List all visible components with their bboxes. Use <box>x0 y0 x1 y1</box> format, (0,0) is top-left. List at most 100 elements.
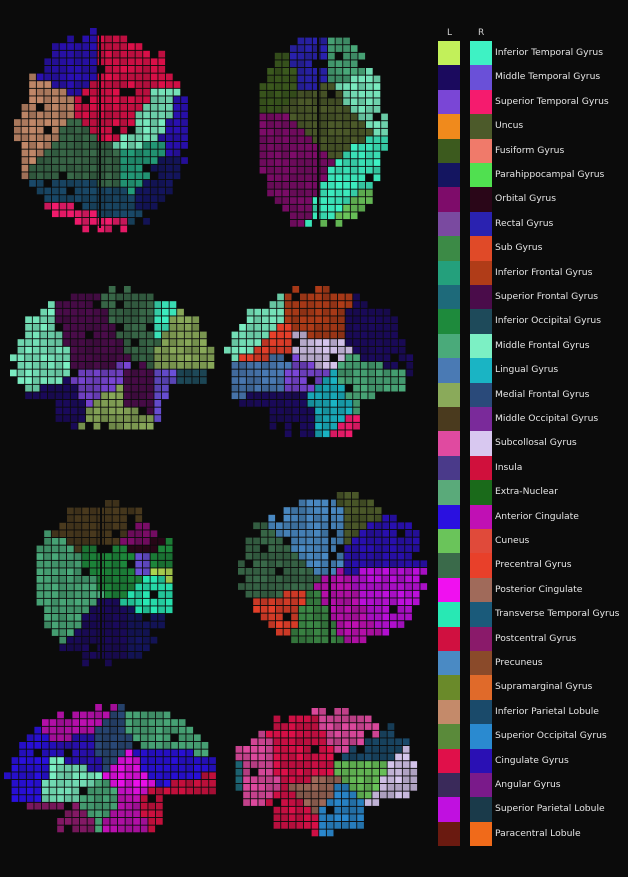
right-hemisphere-swatch <box>470 236 492 261</box>
region-label: Inferior Occipital Gyrus <box>495 315 601 327</box>
left-hemisphere-swatch <box>438 504 460 529</box>
right-hemisphere-swatch <box>470 748 492 773</box>
region-label: Superior Occipital Gyrus <box>495 730 607 742</box>
region-label: Middle Frontal Gyrus <box>495 339 590 351</box>
legend-row: Extra-Nuclear <box>438 480 628 505</box>
region-label: Precuneus <box>495 657 543 668</box>
legend-row: Subcollosal Gyrus <box>438 431 628 456</box>
legend-row: Postcentral Gyrus <box>438 626 628 651</box>
left-hemisphere-swatch <box>438 480 460 505</box>
right-hemisphere-swatch <box>470 797 492 822</box>
region-label: Angular Gyrus <box>495 779 561 790</box>
right-hemisphere-swatch <box>470 773 492 798</box>
left-hemisphere-swatch <box>438 797 460 822</box>
right-hemisphere-swatch <box>470 480 492 505</box>
legend-row: Orbital Gyrus <box>438 187 628 212</box>
region-label: Inferior Parietal Lobule <box>495 705 599 717</box>
region-label: Orbital Gyrus <box>495 193 557 205</box>
left-hemisphere-swatch <box>438 407 460 432</box>
right-hemisphere-swatch <box>470 626 492 651</box>
region-label: Cuneus <box>495 535 530 546</box>
legend-row: Superior Parietal Lobule <box>438 797 628 822</box>
legend-header-left: L <box>447 28 453 38</box>
legend-row: Inferior Parietal Lobule <box>438 699 628 725</box>
left-hemisphere-swatch <box>438 65 460 90</box>
left-hemisphere-swatch <box>438 236 460 261</box>
region-label: Insula <box>495 461 523 473</box>
anterior-view <box>36 500 173 667</box>
left-hemisphere-swatch <box>438 651 460 676</box>
right-hemisphere-swatch <box>470 529 492 554</box>
left-hemisphere-swatch <box>438 431 460 456</box>
region-label: Superior Parietal Lobule <box>495 803 605 815</box>
region-label: Subcollosal Gyrus <box>495 437 577 449</box>
legend-row: Insula <box>438 455 628 481</box>
axial-bottom-view <box>259 30 388 227</box>
region-label: Inferior Frontal Gyrus <box>495 266 593 278</box>
region-label: Parahippocampal Gyrus <box>495 169 605 180</box>
right-medial-view <box>235 708 418 837</box>
region-label: Rectal Gyrus <box>495 217 554 229</box>
right-hemisphere-swatch <box>470 211 492 237</box>
left-hemisphere-swatch <box>438 260 460 285</box>
region-label: Inferior Temporal Gyrus <box>495 47 603 58</box>
left-hemisphere-swatch <box>438 382 460 407</box>
right-hemisphere-swatch <box>470 358 492 383</box>
brain-views-panel <box>4 28 428 837</box>
right-hemisphere-swatch <box>470 333 492 359</box>
legend-row: Rectal Gyrus <box>438 211 628 237</box>
right-hemisphere-swatch <box>470 455 492 481</box>
left-hemisphere-swatch <box>438 309 460 334</box>
left-hemisphere-swatch <box>438 553 460 578</box>
left-hemisphere-swatch <box>438 358 460 383</box>
region-label: Middle Temporal Gyrus <box>495 71 601 83</box>
left-hemisphere-swatch <box>438 602 460 627</box>
region-label: Uncus <box>495 120 524 132</box>
left-hemisphere-swatch <box>438 187 460 212</box>
region-label: Superior Temporal Gyrus <box>495 95 609 107</box>
left-hemisphere-swatch <box>438 675 460 700</box>
legend-row: Superior Temporal Gyrus <box>438 89 628 115</box>
region-label: Supramarginal Gyrus <box>495 681 593 693</box>
region-label: Lingual Gyrus <box>495 364 559 376</box>
right-hemisphere-swatch <box>470 675 492 700</box>
left-hemisphere-swatch <box>438 626 460 651</box>
region-label: Superior Frontal Gyrus <box>495 291 599 302</box>
region-label: Transverse Temporal Gyrus <box>495 608 620 620</box>
left-hemisphere-swatch <box>438 163 460 188</box>
right-hemisphere-swatch <box>470 407 492 432</box>
right-hemisphere-swatch <box>470 602 492 627</box>
right-hemisphere-swatch <box>470 89 492 115</box>
legend-row: Lingual Gyrus <box>438 358 628 383</box>
legend-row: Middle Temporal Gyrus <box>438 65 628 90</box>
left-hemisphere-swatch <box>438 89 460 115</box>
right-hemisphere-swatch <box>470 260 492 285</box>
legend-row: Superior Frontal Gyrus <box>438 285 628 310</box>
right-hemisphere-swatch <box>470 163 492 188</box>
legend-row: Middle Occipital Gyrus <box>438 407 628 432</box>
left-hemisphere-swatch <box>438 114 460 139</box>
right-lateral-view <box>224 286 414 438</box>
legend-header-right: R <box>478 28 485 38</box>
legend-row: Precuneus <box>438 651 628 676</box>
axial-top-view <box>14 28 188 233</box>
region-label: Paracentral Lobule <box>495 827 581 839</box>
right-hemisphere-swatch <box>470 553 492 578</box>
right-hemisphere-swatch <box>470 821 492 847</box>
legend-row: Medial Frontal Gyrus <box>438 382 628 407</box>
region-label: Posterior Cingulate <box>495 583 583 595</box>
region-label: Postcentral Gyrus <box>495 632 577 644</box>
legend-row: Cingulate Gyrus <box>438 748 628 773</box>
right-hemisphere-swatch <box>470 138 492 163</box>
left-hemisphere-swatch <box>438 577 460 603</box>
right-hemisphere-swatch <box>470 382 492 407</box>
left-lateral-view <box>10 286 215 430</box>
region-label: Cingulate Gyrus <box>495 754 569 766</box>
region-label: Anterior Cingulate <box>495 510 579 522</box>
region-label: Middle Occipital Gyrus <box>495 413 599 424</box>
legend-row: Supramarginal Gyrus <box>438 675 628 700</box>
right-hemisphere-swatch <box>470 41 492 66</box>
right-hemisphere-swatch <box>470 699 492 725</box>
left-hemisphere-swatch <box>438 285 460 310</box>
left-hemisphere-swatch <box>438 455 460 481</box>
